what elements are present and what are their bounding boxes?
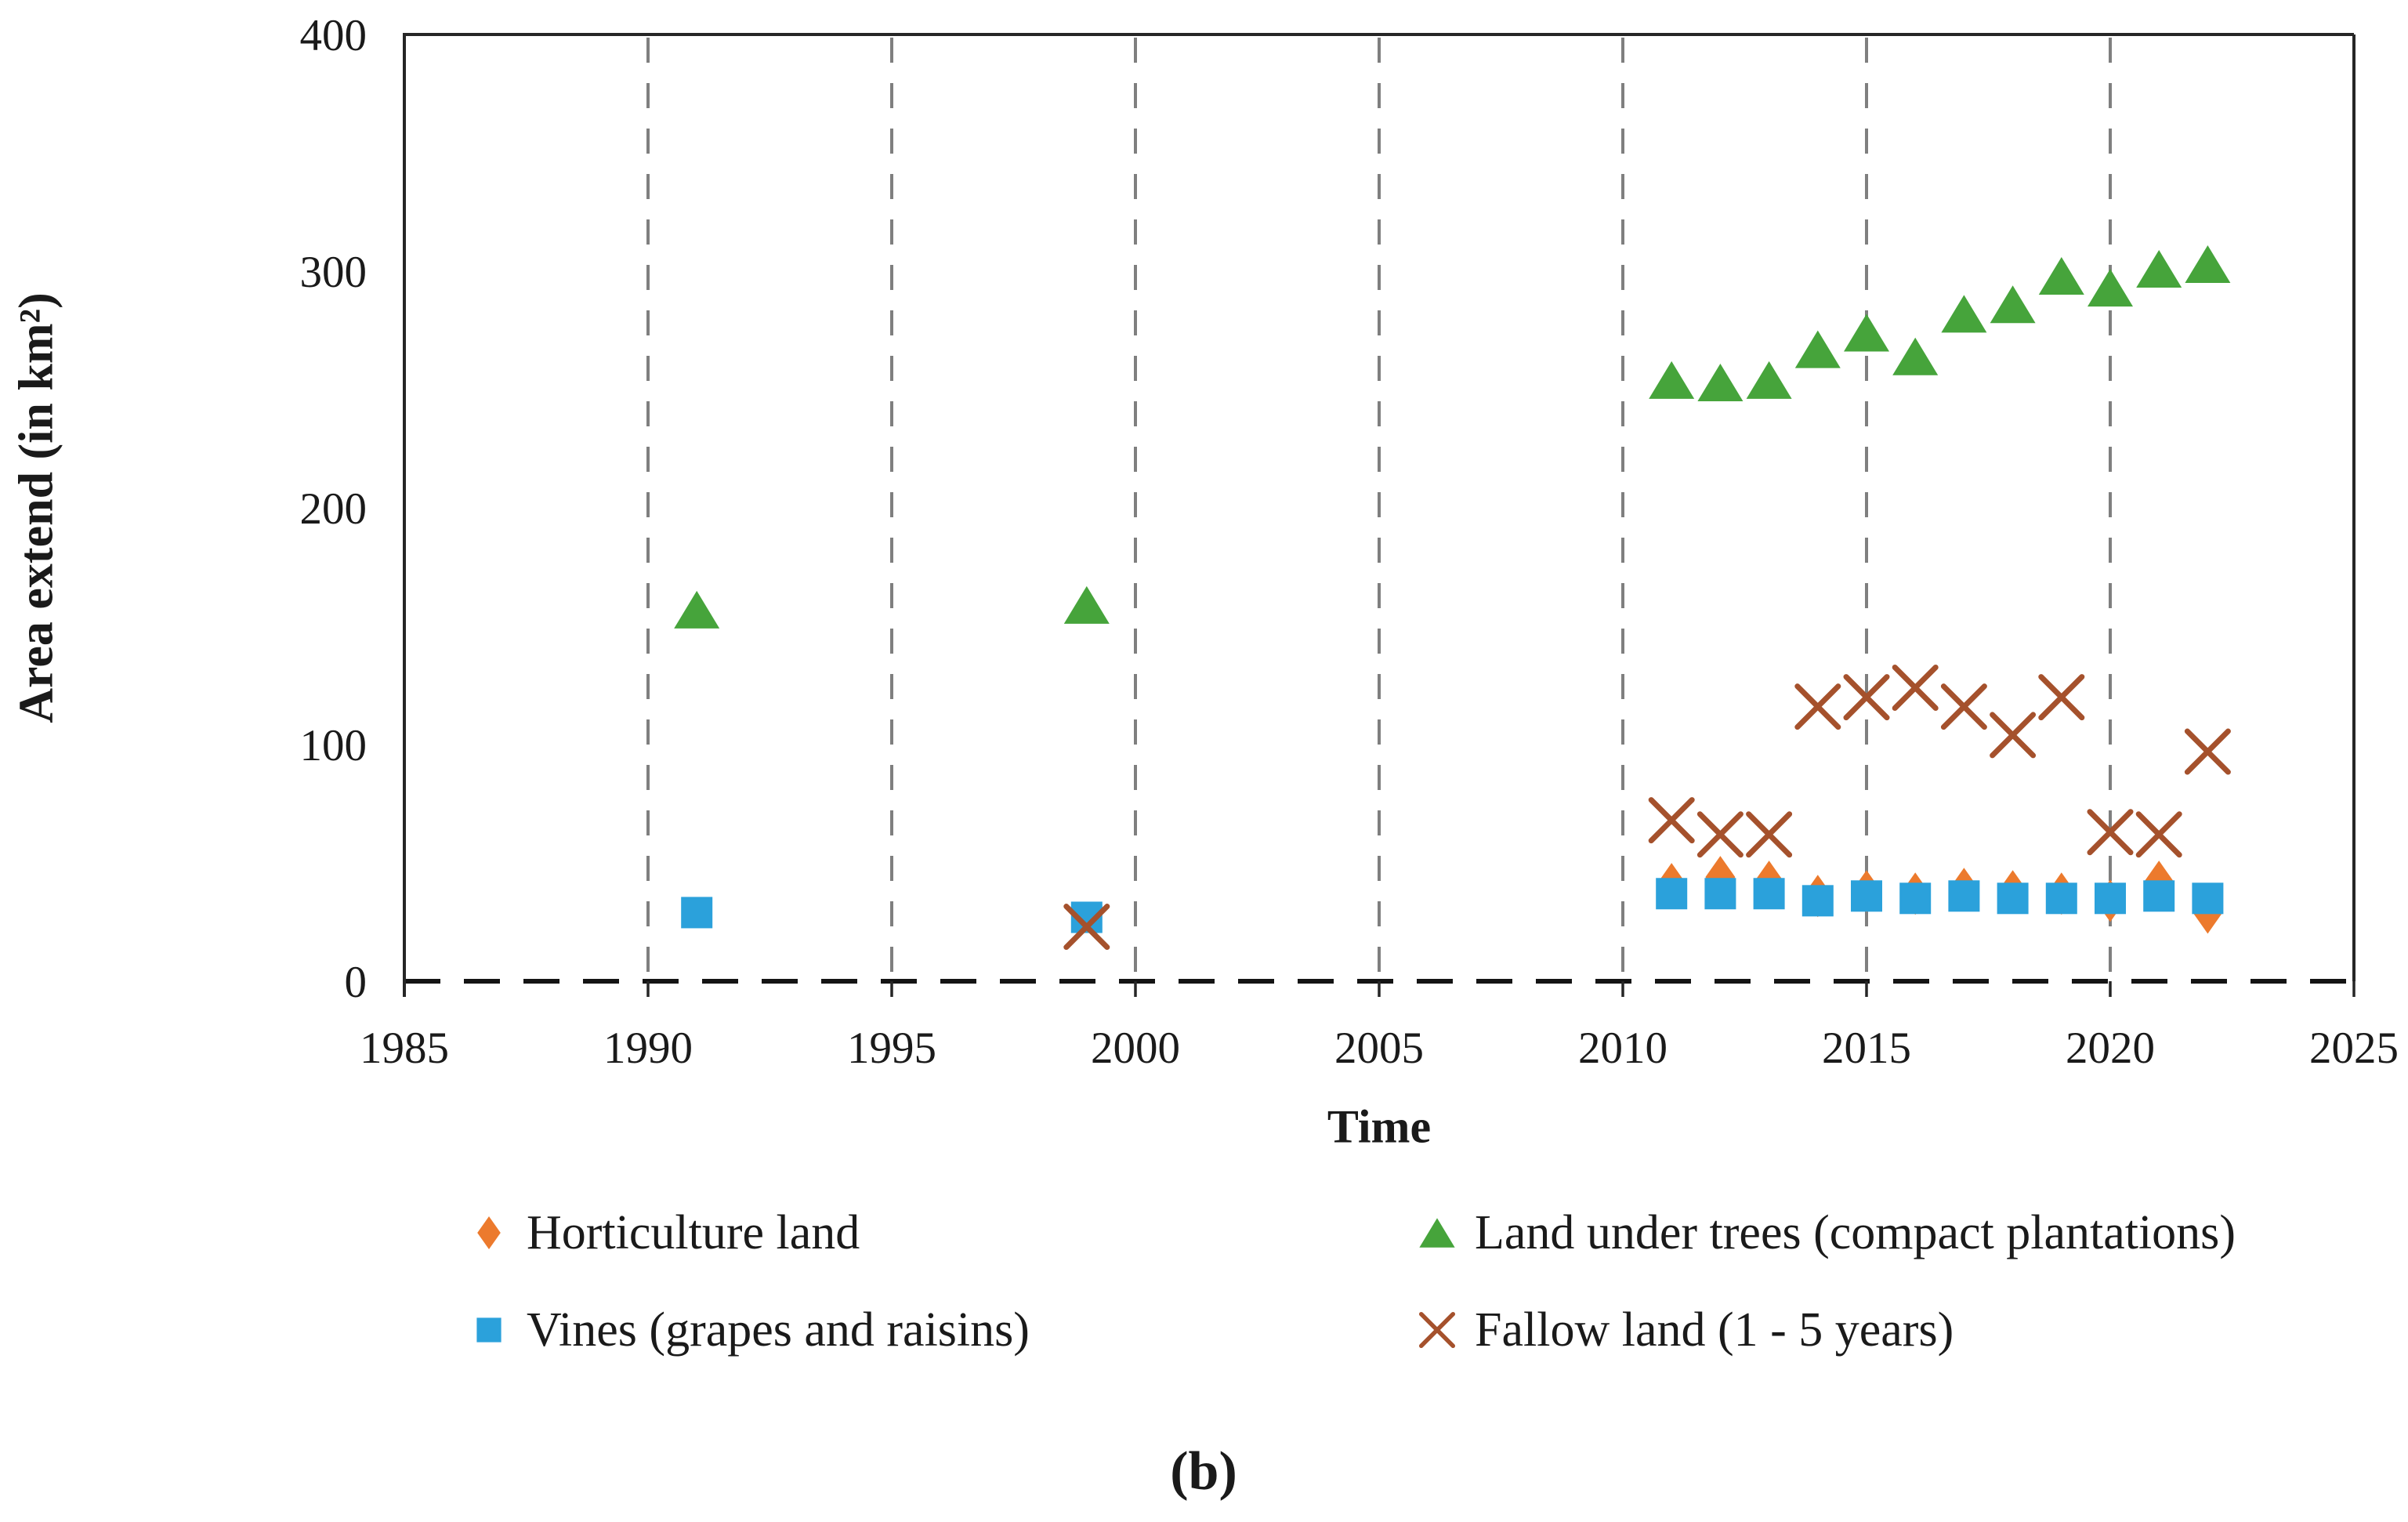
trees-marker: [1649, 361, 1695, 399]
legend-item-fallow: Fallow land (1 - 5 years): [1415, 1295, 1954, 1365]
fallow-marker: [1843, 674, 1890, 721]
vines-legend-marker: [476, 1317, 502, 1343]
trees-marker: [674, 590, 720, 629]
fallow-marker: [1696, 811, 1744, 858]
vines-marker: [2143, 880, 2175, 912]
legend-label-vines: Vines (grapes and raisins): [527, 1303, 1030, 1357]
y-tick-label: 100: [300, 721, 368, 770]
vines-marker: [1704, 878, 1736, 910]
trees-marker: [1844, 313, 1889, 352]
figure-caption: (b): [1170, 1441, 1237, 1502]
x-tick-label: 2000: [1091, 1024, 1180, 1073]
y-tick-label: 0: [345, 958, 368, 1007]
vines-marker: [1656, 878, 1688, 910]
x-tick-label: 2010: [1578, 1024, 1667, 1073]
fallow-marker: [2038, 674, 2085, 721]
vines-marker: [1851, 880, 1882, 912]
fallow-marker: [2087, 809, 2134, 856]
trees-marker: [1990, 285, 2036, 324]
x-mark-icon: [1418, 1311, 1456, 1349]
horticulture-legend-marker: [477, 1216, 501, 1250]
vines-marker: [2095, 882, 2126, 915]
x-tick-label: 2005: [1334, 1024, 1424, 1073]
trees-marker: [1941, 295, 1987, 333]
y-tick-label: 300: [300, 248, 368, 297]
trees-marker: [1794, 330, 1841, 368]
vines-marker: [2045, 882, 2077, 915]
y-axis-title: Area extend (in km²): [9, 292, 63, 723]
trees-marker: [2185, 245, 2231, 283]
legend-label-trees: Land under trees (compact plantations): [1475, 1205, 2236, 1259]
fallow-marker: [2135, 811, 2182, 858]
vines-marker: [681, 897, 713, 929]
x-tick-label: 1990: [603, 1024, 693, 1073]
trees-marker: [1746, 361, 1792, 399]
x-tick-label: 2020: [2066, 1024, 2155, 1073]
vines-marker: [1948, 880, 1980, 912]
trees-marker: [1697, 363, 1744, 401]
x-tick-label: 1985: [360, 1024, 449, 1073]
x-tick-label: 1995: [847, 1024, 936, 1073]
legend-label-horticulture: Horticulture land: [527, 1205, 860, 1259]
legend-item-horticulture: Horticulture land: [467, 1198, 860, 1268]
vines-marker: [1997, 882, 2029, 915]
trees-legend-marker: [1419, 1218, 1455, 1248]
fallow-legend-marker: [1418, 1311, 1456, 1349]
vines-marker: [1801, 885, 1834, 917]
y-tick-label: 200: [300, 484, 368, 534]
fallow-marker: [1063, 904, 1110, 951]
trees-marker: [2088, 269, 2133, 307]
trees-marker: [2136, 249, 2182, 288]
legend-label-fallow: Fallow land (1 - 5 years): [1475, 1303, 1954, 1357]
fallow-marker: [1794, 683, 1841, 730]
fallow-marker: [1940, 683, 1987, 730]
y-tick-label: 400: [300, 11, 368, 60]
legend-item-vines: Vines (grapes and raisins): [467, 1295, 1030, 1365]
square-icon: [476, 1317, 502, 1343]
trees-marker: [2038, 257, 2084, 295]
vines-marker: [1753, 878, 1785, 910]
x-axis-title: Time: [1327, 1100, 1432, 1153]
trees-marker: [1063, 585, 1110, 624]
trees-marker: [1892, 337, 1939, 375]
x-tick-label: 2015: [1822, 1024, 1911, 1073]
fallow-marker: [1648, 797, 1695, 844]
x-tick-label: 2025: [2309, 1024, 2399, 1073]
vines-marker: [2192, 882, 2224, 915]
fallow-marker: [1990, 712, 2037, 759]
legend-item-trees: Land under trees (compact plantations): [1415, 1198, 2236, 1268]
triangle-icon: [1419, 1218, 1455, 1248]
fallow-marker: [2184, 728, 2231, 775]
fallow-marker: [1746, 811, 1793, 858]
fallow-marker: [1892, 665, 1939, 712]
diamond-icon: [477, 1216, 501, 1250]
vines-marker: [1899, 882, 1932, 915]
